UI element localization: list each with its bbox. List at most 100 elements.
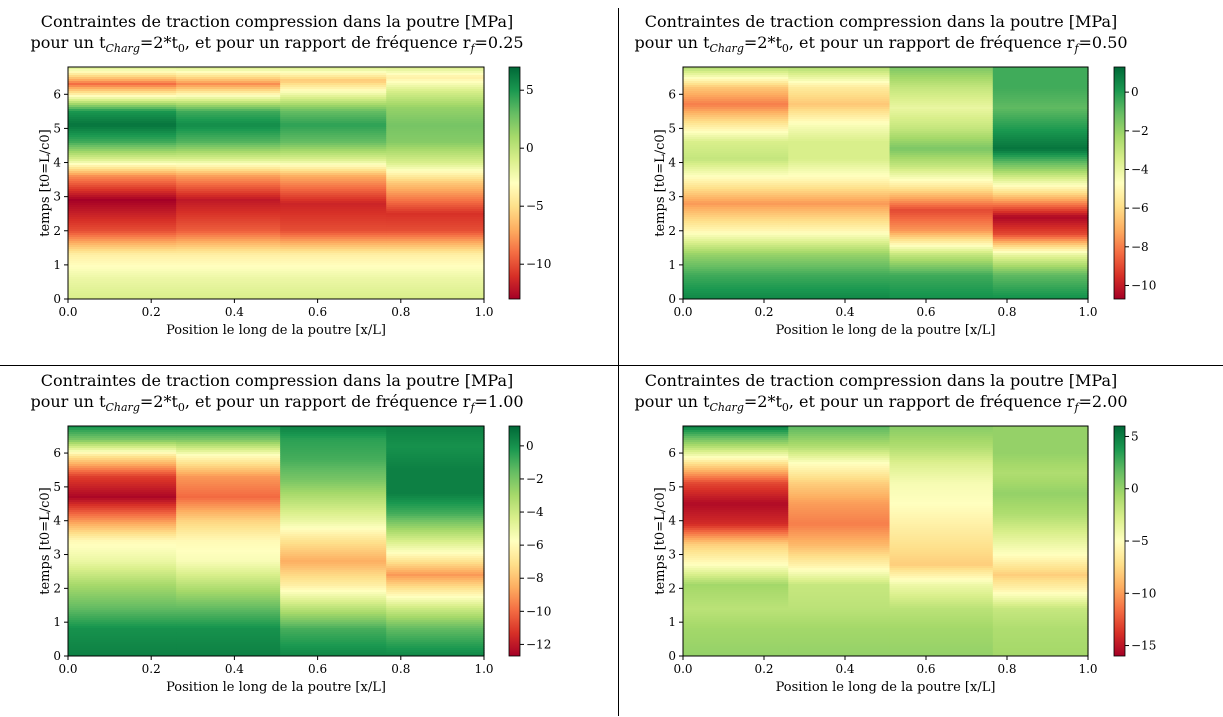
heatmap-cell	[176, 562, 281, 565]
heatmap-cell	[788, 253, 891, 256]
heatmap-cell	[176, 107, 281, 110]
heatmap-cell	[683, 426, 789, 429]
heatmap-cell	[683, 95, 789, 98]
heatmap-cell	[788, 452, 891, 455]
heatmap-cell	[280, 430, 387, 433]
heatmap-cell	[683, 546, 789, 549]
heatmap-cell	[386, 454, 485, 457]
heatmap-cell	[992, 654, 1089, 657]
heatmap-cell	[386, 145, 485, 148]
heatmap-cell	[280, 167, 387, 170]
heatmap-cell	[992, 111, 1089, 114]
heatmap-cell	[386, 123, 485, 126]
heatmap-cell	[68, 121, 177, 124]
heatmap-cell	[788, 247, 891, 250]
heatmap-cell	[788, 582, 891, 585]
heatmap-cell	[788, 199, 891, 202]
heatmap-cell	[683, 564, 789, 567]
heatmap-cell	[68, 225, 177, 228]
heatmap-cell	[68, 275, 177, 278]
heatmap-cell	[992, 281, 1089, 284]
heatmap-cell	[176, 614, 281, 617]
heatmap-cell	[386, 510, 485, 513]
heatmap-cell	[889, 528, 994, 531]
heatmap-cell	[788, 600, 891, 603]
heatmap-cell	[280, 514, 387, 517]
heatmap-cell	[176, 75, 281, 78]
x-axis-label: Position le long de la poutre [x/L]	[166, 680, 386, 695]
heatmap-cell	[683, 127, 789, 130]
heatmap-cell	[68, 91, 177, 94]
x-tick-label: 0.0	[58, 305, 77, 319]
heatmap-cell	[280, 456, 387, 459]
heatmap-cell	[280, 73, 387, 76]
heatmap-cell	[788, 209, 891, 212]
heatmap-cell	[889, 536, 994, 539]
heatmap-cell	[683, 143, 789, 146]
heatmap-cell	[68, 504, 177, 507]
heatmap-cell	[386, 121, 485, 124]
heatmap-cell	[992, 618, 1089, 621]
heatmap-cell	[788, 502, 891, 505]
heatmap-cell	[280, 117, 387, 120]
heatmap-cell	[992, 472, 1089, 475]
heatmap-cell	[176, 602, 281, 605]
heatmap-cell	[386, 191, 485, 194]
heatmap-cell	[280, 634, 387, 637]
heatmap-cell	[68, 568, 177, 571]
heatmap-cell	[683, 105, 789, 108]
heatmap-cell	[68, 458, 177, 461]
heatmap-cell	[68, 125, 177, 128]
heatmap-cell	[788, 536, 891, 539]
heatmap-cell	[992, 89, 1089, 92]
heatmap-cell	[280, 588, 387, 591]
heatmap-cell	[683, 77, 789, 80]
heatmap-cell	[788, 558, 891, 561]
heatmap-cell	[788, 167, 891, 170]
heatmap-cell	[68, 492, 177, 495]
heatmap-cell	[889, 500, 994, 503]
heatmap-cell	[68, 259, 177, 262]
heatmap-cell	[68, 540, 177, 543]
heatmap-cell	[992, 552, 1089, 555]
heatmap-cell	[683, 255, 789, 258]
heatmap-cell	[176, 544, 281, 547]
heatmap-cell	[176, 217, 281, 220]
heatmap-cell	[68, 105, 177, 108]
heatmap-cell	[68, 143, 177, 146]
heatmap-cell	[889, 235, 994, 238]
heatmap-cell	[788, 283, 891, 286]
heatmap-cell	[889, 652, 994, 655]
heatmap-cell	[889, 436, 994, 439]
heatmap-cell	[386, 279, 485, 282]
heatmap-cell	[68, 468, 177, 471]
heatmap-cell	[992, 129, 1089, 132]
heatmap-cell	[889, 199, 994, 202]
heatmap-cell	[386, 257, 485, 260]
heatmap-cell	[992, 462, 1089, 465]
heatmap-cell	[992, 147, 1089, 150]
heatmap-cell	[889, 480, 994, 483]
heatmap-cell	[889, 446, 994, 449]
heatmap-cell	[683, 113, 789, 116]
heatmap-cell	[992, 191, 1089, 194]
heatmap-cell	[788, 598, 891, 601]
heatmap-cell	[889, 584, 994, 587]
colorbar-tick-label: −2	[526, 472, 544, 486]
heatmap-cell	[386, 245, 485, 248]
heatmap-cell	[683, 516, 789, 519]
heatmap-cell	[992, 83, 1089, 86]
heatmap-cell	[788, 446, 891, 449]
heatmap-cell	[280, 245, 387, 248]
heatmap-cell	[176, 197, 281, 200]
heatmap-cell	[280, 646, 387, 649]
heatmap-cell	[992, 430, 1089, 433]
heatmap-cell	[788, 630, 891, 633]
heatmap-cell	[176, 155, 281, 158]
heatmap-cell	[176, 277, 281, 280]
heatmap-cell	[176, 101, 281, 104]
heatmap-cell	[992, 239, 1089, 242]
heatmap-cell	[280, 105, 387, 108]
heatmap-cell	[386, 622, 485, 625]
colorbar-tick-label: −5	[1131, 534, 1149, 548]
